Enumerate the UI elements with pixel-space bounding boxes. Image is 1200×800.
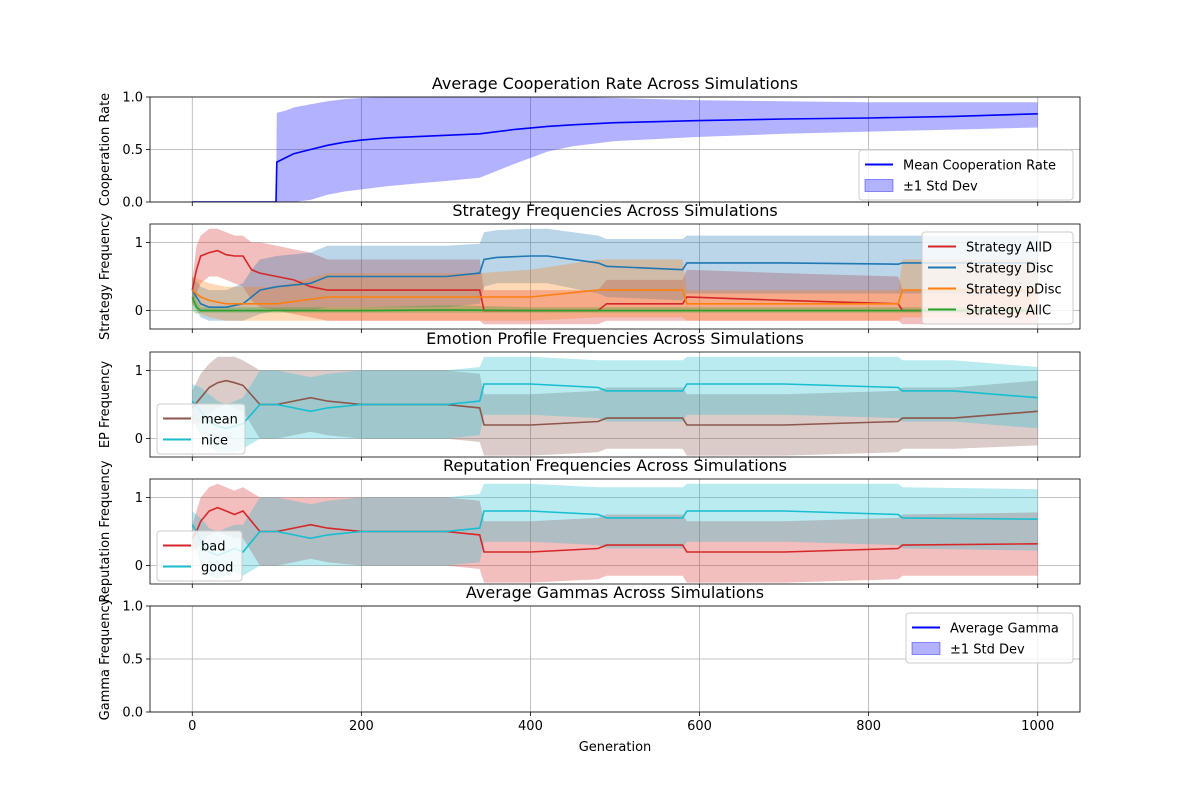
y-tick-label: 1 bbox=[135, 236, 143, 251]
y-tick-label: 0.5 bbox=[122, 143, 143, 158]
std-band-2 bbox=[192, 356, 1038, 453]
legend-frame bbox=[156, 403, 246, 455]
plot-area bbox=[191, 228, 1038, 325]
legend-frame bbox=[156, 530, 243, 582]
x-axis-label: Generation bbox=[579, 740, 652, 755]
std-band-1 bbox=[192, 97, 1038, 202]
y-tick-label: 1.0 bbox=[122, 91, 143, 106]
y-tick-label: 1 bbox=[135, 364, 143, 379]
legend-label: Strategy Disc bbox=[966, 262, 1053, 277]
legend-frame bbox=[858, 149, 1074, 201]
legend-patch-swatch bbox=[864, 179, 894, 192]
panel-3: 0 1 Emotion Profile Frequencies Across Sim… bbox=[98, 329, 1081, 461]
chart-title: Average Cooperation Rate Across Simulati… bbox=[432, 74, 798, 93]
series-line-3 bbox=[191, 289, 1038, 305]
legend: Mean Cooperation Rate ±1 Std Dev bbox=[858, 149, 1074, 201]
axes-frame bbox=[149, 478, 1081, 585]
legend-label: Strategy AllD bbox=[966, 241, 1052, 256]
plot-area bbox=[191, 356, 1038, 456]
legend: mean nice bbox=[156, 403, 246, 455]
legend-patch-swatch bbox=[911, 642, 941, 655]
legend-label: good bbox=[201, 561, 233, 576]
x-tick-label: 400 bbox=[518, 719, 543, 734]
y-tick-label: 1 bbox=[135, 491, 143, 506]
legend-label: nice bbox=[201, 434, 228, 449]
legend: Average Gamma ±1 Std Dev bbox=[905, 612, 1074, 664]
series-line-4 bbox=[191, 296, 1038, 312]
axes-frame bbox=[149, 351, 1081, 458]
legend-label: Average Gamma bbox=[950, 622, 1059, 637]
y-tick-label: 0.0 bbox=[122, 196, 143, 211]
panel-5: 0.0 0.5 1.0 0 200 400 600 800 1000 Average Gammas… bbox=[98, 583, 1081, 755]
axes-frame bbox=[149, 223, 1081, 330]
y-axis-label: Gamma Frequency bbox=[98, 597, 113, 720]
x-tick-label: 0 bbox=[188, 719, 196, 734]
series-line-1 bbox=[191, 506, 1038, 553]
legend-label: Mean Cooperation Rate bbox=[903, 159, 1056, 174]
std-band-1 bbox=[192, 356, 1038, 456]
x-tick-label: 1000 bbox=[1021, 719, 1054, 734]
panel-1: 0.0 0.5 1.0 Average Cooperation Rate Across… bbox=[98, 74, 1081, 211]
legend-label: ±1 Std Dev bbox=[950, 643, 1025, 658]
panel-2: 0 1 Strategy Frequencies Across Simulation… bbox=[98, 201, 1081, 340]
legend-label: mean bbox=[201, 413, 238, 428]
y-axis-label: Cooperation Rate bbox=[98, 93, 113, 206]
std-band-4 bbox=[192, 283, 1038, 314]
y-tick-label: 0.5 bbox=[122, 653, 143, 668]
panel-4: 0 1 Reputation Frequencies Across Simulati… bbox=[98, 456, 1081, 603]
series-line-1 bbox=[192, 113, 1038, 202]
chart-title: Average Gammas Across Simulations bbox=[466, 583, 764, 602]
std-band-1 bbox=[192, 483, 1038, 583]
legend: bad good bbox=[156, 530, 243, 582]
x-tick-label: 600 bbox=[687, 719, 712, 734]
chart-title: Strategy Frequencies Across Simulations bbox=[452, 201, 777, 220]
x-tick-label: 800 bbox=[856, 719, 881, 734]
y-tick-label: 1.0 bbox=[122, 600, 143, 615]
std-band-2 bbox=[192, 483, 1038, 580]
legend-label: ±1 Std Dev bbox=[903, 180, 978, 195]
legend: Strategy AllD Strategy Disc Strategy pDisc… bbox=[921, 231, 1074, 325]
legend-frame bbox=[905, 612, 1074, 664]
legend-frame bbox=[921, 231, 1074, 325]
legend-label: Strategy pDisc bbox=[966, 283, 1062, 298]
chart-title: Emotion Profile Frequencies Across Simul… bbox=[426, 329, 804, 348]
y-axis-label: EP Frequency bbox=[98, 361, 113, 449]
y-tick-label: 0 bbox=[135, 304, 143, 319]
plot-area bbox=[192, 97, 1038, 202]
y-tick-label: 0.0 bbox=[122, 706, 143, 721]
x-tick-label: 200 bbox=[349, 719, 374, 734]
y-tick-label: 0 bbox=[135, 432, 143, 447]
y-tick-label: 0 bbox=[135, 559, 143, 574]
legend-label: bad bbox=[201, 540, 225, 555]
chart-title: Reputation Frequencies Across Simulation… bbox=[443, 456, 787, 475]
y-axis-label: Strategy Frequency bbox=[98, 213, 113, 340]
legend-label: Strategy AllC bbox=[966, 304, 1051, 319]
y-axis-label: Reputation Frequency bbox=[98, 460, 113, 603]
std-band-1 bbox=[192, 228, 1038, 325]
plot-area bbox=[191, 483, 1038, 583]
